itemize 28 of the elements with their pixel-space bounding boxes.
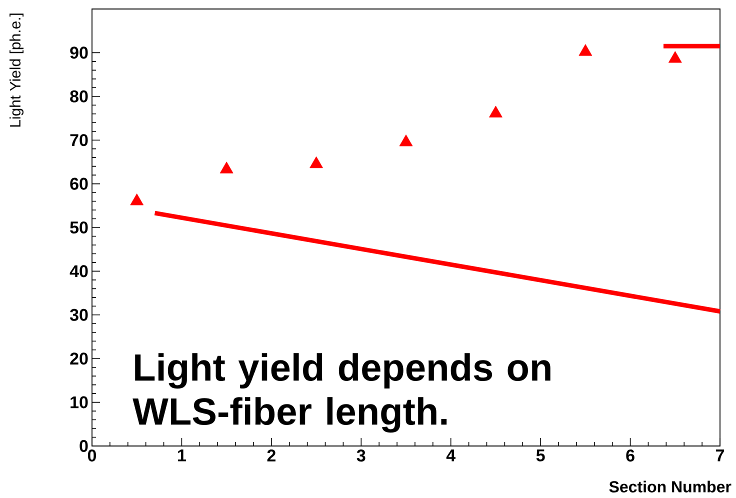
x-tick-label: 4 xyxy=(446,450,456,462)
y-tick-label: 30 xyxy=(70,308,88,321)
y-tick-label: 50 xyxy=(70,221,88,234)
y-tick-label: 90 xyxy=(70,46,88,59)
x-tick-label: 7 xyxy=(716,450,724,462)
x-tick-label: 0 xyxy=(88,450,96,462)
point xyxy=(130,194,144,206)
y-tick-label: 10 xyxy=(70,396,88,408)
annotation: Light yield depends on WLS-fiber length. xyxy=(132,353,550,433)
y-tick-label: 0 xyxy=(80,440,88,452)
x-axis-title: Section Number xyxy=(609,480,732,492)
point xyxy=(489,106,502,118)
x-tick-label: 6 xyxy=(626,450,634,462)
x-tick-label: 5 xyxy=(536,450,545,462)
x-tick-label: 3 xyxy=(356,450,366,462)
y-tick-label: 20 xyxy=(70,352,88,365)
y-axis-title: Light Yield [ph.e.] xyxy=(10,14,24,127)
y-tick-label: 70 xyxy=(70,134,88,146)
x-tick-label: 1 xyxy=(178,450,186,462)
y-tick-label: 40 xyxy=(70,265,88,278)
point xyxy=(399,134,413,146)
point xyxy=(220,162,234,174)
y-tick-label: 80 xyxy=(70,90,88,102)
point xyxy=(668,51,682,63)
point xyxy=(578,44,592,56)
point xyxy=(310,156,323,168)
x-tick-label: 2 xyxy=(267,450,276,462)
y-tick-label: 60 xyxy=(70,178,88,190)
